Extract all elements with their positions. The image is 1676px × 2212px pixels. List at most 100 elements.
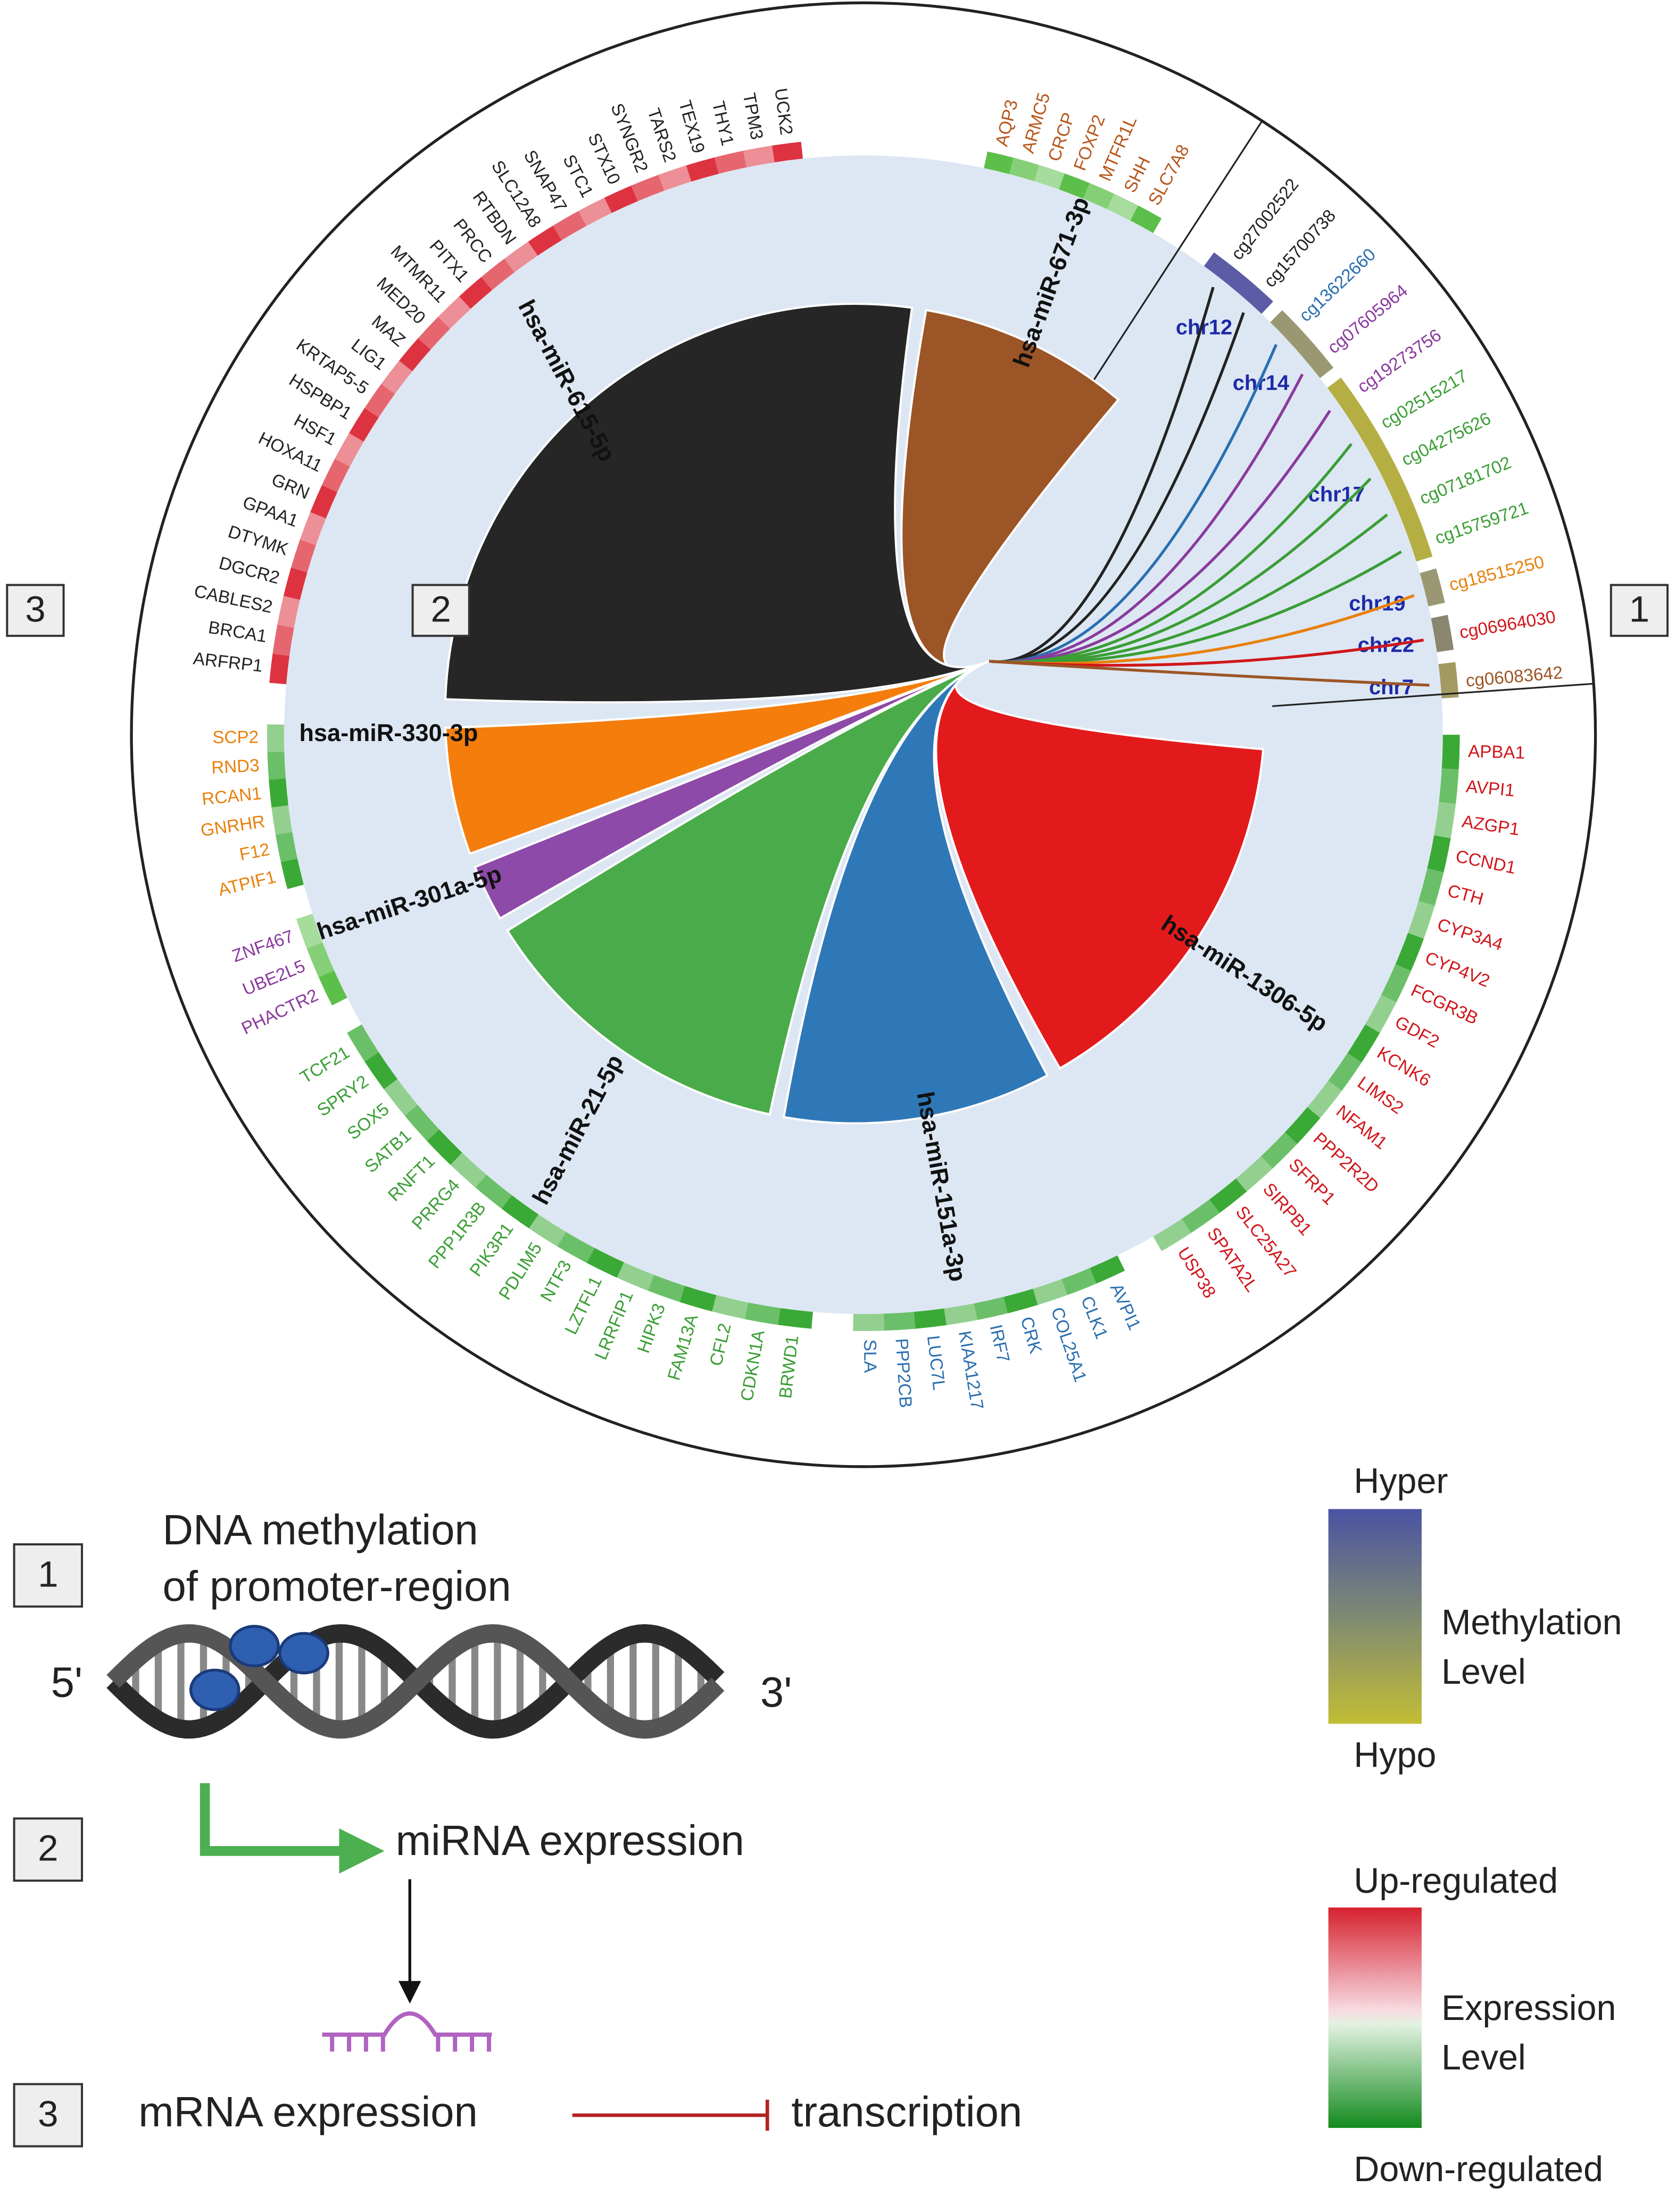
- expression-segment: [1284, 1107, 1321, 1144]
- chromosome-segment: [1420, 568, 1445, 606]
- chromosome-segment: [1431, 614, 1454, 652]
- expression-segment: [1307, 1080, 1342, 1118]
- expression-segment: [1235, 1156, 1273, 1192]
- expression-segment: [1434, 802, 1456, 838]
- legend-bottom: Down-regulated: [1354, 2150, 1603, 2189]
- sector-divider: [1085, 120, 1263, 392]
- expression-segment: [310, 485, 337, 519]
- green-arrowhead: [339, 1828, 385, 1874]
- chromosome-segment: [1438, 662, 1459, 698]
- chromosome-segment: [1270, 310, 1334, 378]
- expression-segment: [1033, 1279, 1068, 1305]
- chord-link: [989, 344, 1278, 663]
- expression-segment: [1395, 933, 1424, 971]
- expression-segment: [578, 197, 612, 226]
- expression-segment: [714, 151, 747, 174]
- gene-label: SCP2: [212, 728, 259, 748]
- expression-segment: [1365, 994, 1397, 1033]
- sector-divider: [1272, 683, 1594, 708]
- expression-segment: [1061, 1268, 1097, 1295]
- expression-segment: [1003, 1288, 1038, 1313]
- expression-segment: [1059, 173, 1090, 199]
- region-box: [1609, 584, 1669, 637]
- region-label: 1: [1629, 588, 1649, 629]
- expression-segment: [778, 1308, 813, 1329]
- dna-strand: [106, 1624, 725, 1739]
- expression-segment: [427, 1129, 462, 1165]
- expression-segment: [1209, 1178, 1247, 1213]
- expression-segment: [586, 1248, 624, 1278]
- legend-top: Hyper: [1354, 1461, 1448, 1501]
- expression-segment: [1427, 835, 1451, 872]
- gene-label: AVPI1: [1465, 777, 1516, 801]
- expression-segment: [267, 751, 286, 780]
- expression-segment: [1381, 964, 1411, 1003]
- dna-end: 5': [51, 1659, 83, 1706]
- expression-segment: [321, 459, 350, 493]
- expression-segment: [853, 1313, 884, 1331]
- step-box: [13, 1543, 84, 1608]
- region-box: [6, 584, 65, 637]
- green-arrow: [200, 1783, 346, 1856]
- expression-segment: [604, 185, 638, 213]
- step-number: 1: [38, 1553, 58, 1594]
- expression-segment: [1182, 1199, 1220, 1233]
- expression-segment: [617, 1262, 654, 1291]
- expression-segment: [283, 567, 308, 600]
- expression-segment: [771, 142, 803, 163]
- expression-segment: [743, 145, 775, 168]
- expression-segment: [1130, 205, 1162, 234]
- expression-segment: [631, 174, 665, 202]
- mrna-icon: [322, 2011, 492, 2052]
- chord: [935, 660, 1265, 1070]
- legend-gradient: [1328, 1509, 1422, 1724]
- expression-segment: [271, 805, 293, 835]
- expression-segment: [557, 1232, 595, 1263]
- expression-segment: [914, 1308, 947, 1329]
- chord: [900, 309, 1120, 670]
- expression-segment: [384, 1079, 418, 1116]
- expression-segment: [658, 165, 692, 191]
- expression-segment: [450, 1152, 487, 1188]
- gene-label: SLA: [860, 1340, 880, 1374]
- expression-segment: [291, 539, 316, 572]
- expression-segment: [501, 1195, 539, 1229]
- expression-segment: [1347, 1024, 1380, 1063]
- expression-segment: [1328, 1053, 1362, 1091]
- chord-link: [989, 312, 1245, 663]
- gene-label: PPP2CB: [891, 1338, 915, 1409]
- expression-segment: [269, 653, 289, 685]
- dna-end: 3': [760, 1668, 792, 1716]
- black-arrowhead: [398, 1981, 421, 2004]
- expression-segment: [679, 1286, 717, 1312]
- expression-segment: [552, 211, 587, 240]
- expression-segment: [1034, 165, 1065, 190]
- expression-segment: [944, 1303, 977, 1326]
- methyl-group: [189, 1668, 240, 1711]
- expression-segment: [1439, 768, 1459, 804]
- expression-segment: [347, 1024, 379, 1062]
- expression-segment: [1083, 183, 1114, 210]
- step-text: mRNA expression: [138, 2088, 477, 2135]
- chromosome-label: chr7: [1369, 676, 1414, 699]
- legend-title: Level: [1441, 2038, 1526, 2077]
- expression-segment: [399, 338, 431, 371]
- expression-segment: [272, 625, 294, 656]
- chord: [444, 303, 990, 704]
- expression-segment: [1009, 157, 1040, 181]
- expression-segment: [275, 831, 297, 862]
- expression-segment: [984, 151, 1014, 174]
- expression-segment: [712, 1295, 749, 1319]
- expression-segment: [686, 157, 719, 182]
- expression-segment: [1090, 1255, 1125, 1284]
- expression-segment: [335, 433, 364, 467]
- methyl-group: [229, 1625, 280, 1668]
- chromosome-label: chr14: [1233, 371, 1289, 395]
- expression-segment: [296, 913, 323, 949]
- expression-segment: [974, 1296, 1008, 1320]
- expression-segment: [364, 1052, 398, 1090]
- chord: [505, 660, 990, 1116]
- step-text: DNA methylation: [162, 1506, 478, 1553]
- legend-top: Up-regulated: [1354, 1861, 1558, 1901]
